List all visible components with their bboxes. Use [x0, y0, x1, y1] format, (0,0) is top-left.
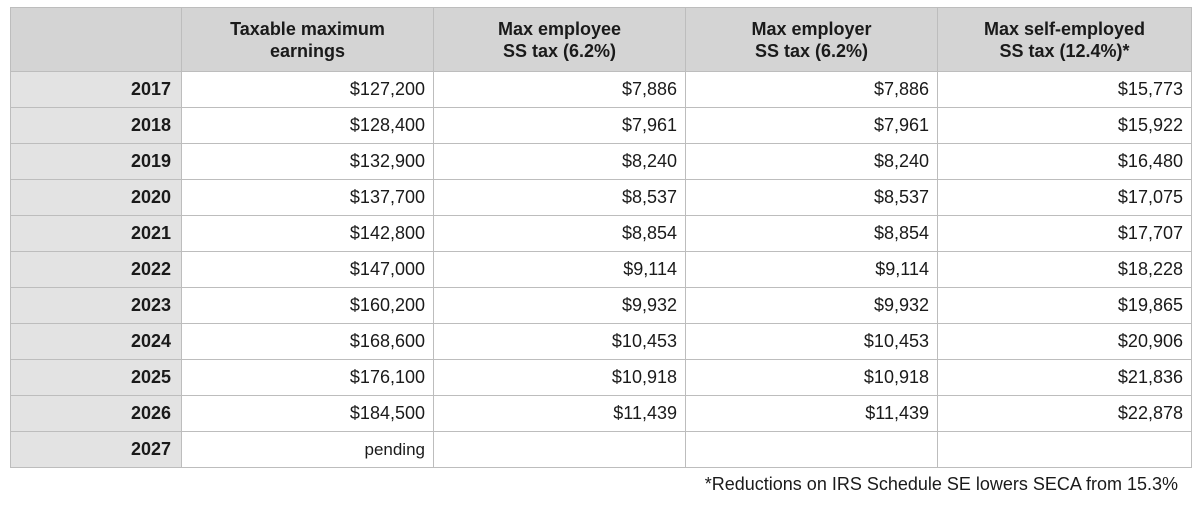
year-cell: 2021	[10, 215, 182, 252]
employee-tax-cell: $10,453	[433, 323, 686, 360]
employee-tax-cell: $11,439	[433, 395, 686, 432]
employee-tax-cell: $10,918	[433, 359, 686, 396]
self-employed-tax-cell: $17,075	[937, 179, 1192, 216]
table-row: 2022 $147,000 $9,114 $9,114 $18,228	[10, 251, 1192, 288]
employee-tax-cell: $7,961	[433, 107, 686, 144]
header-taxable-max: Taxable maximum earnings	[181, 7, 434, 72]
employee-tax-cell: $7,886	[433, 71, 686, 108]
self-employed-tax-cell: $22,878	[937, 395, 1192, 432]
taxable-max-cell: $160,200	[181, 287, 434, 324]
year-cell: 2027	[10, 431, 182, 468]
taxable-max-cell: $132,900	[181, 143, 434, 180]
self-employed-tax-cell: $16,480	[937, 143, 1192, 180]
year-cell: 2019	[10, 143, 182, 180]
taxable-max-cell: $128,400	[181, 107, 434, 144]
taxable-max-cell: pending	[181, 431, 434, 468]
header-line-1: Max employer	[751, 18, 872, 39]
self-employed-tax-cell	[937, 431, 1192, 468]
year-cell: 2017	[10, 71, 182, 108]
header-corner-cell	[10, 7, 182, 72]
taxable-max-cell: $147,000	[181, 251, 434, 288]
taxable-max-cell: $142,800	[181, 215, 434, 252]
table-row: 2019 $132,900 $8,240 $8,240 $16,480	[10, 143, 1192, 180]
employee-tax-cell: $8,537	[433, 179, 686, 216]
table-row: 2024 $168,600 $10,453 $10,453 $20,906	[10, 323, 1192, 360]
employee-tax-cell: $9,114	[433, 251, 686, 288]
footnote: *Reductions on IRS Schedule SE lowers SE…	[704, 474, 1178, 494]
table-row: 2017 $127,200 $7,886 $7,886 $15,773	[10, 71, 1192, 108]
employer-tax-cell: $8,537	[685, 179, 938, 216]
year-cell: 2026	[10, 395, 182, 432]
taxable-max-cell: $127,200	[181, 71, 434, 108]
year-cell: 2020	[10, 179, 182, 216]
employer-tax-cell: $10,918	[685, 359, 938, 396]
employer-tax-cell	[685, 431, 938, 468]
header-max-self-employed: Max self-employed SS tax (12.4%)*	[937, 7, 1192, 72]
self-employed-tax-cell: $20,906	[937, 323, 1192, 360]
employer-tax-cell: $7,961	[685, 107, 938, 144]
header-line-2: SS tax (6.2%)	[754, 40, 869, 61]
year-cell: 2025	[10, 359, 182, 396]
self-employed-tax-cell: $18,228	[937, 251, 1192, 288]
employee-tax-cell: $8,854	[433, 215, 686, 252]
year-cell: 2018	[10, 107, 182, 144]
employer-tax-cell: $8,240	[685, 143, 938, 180]
table-row: 2020 $137,700 $8,537 $8,537 $17,075	[10, 179, 1192, 216]
table-row: 2026 $184,500 $11,439 $11,439 $22,878	[10, 395, 1192, 432]
header-line-1: Max self-employed	[983, 18, 1146, 39]
table-row: 2021 $142,800 $8,854 $8,854 $17,707	[10, 215, 1192, 252]
employer-tax-cell: $9,932	[685, 287, 938, 324]
ss-tax-table: Taxable maximum earnings Max employee SS…	[10, 7, 1192, 468]
year-cell: 2023	[10, 287, 182, 324]
header-line-2: SS tax (6.2%)	[502, 40, 617, 61]
self-employed-tax-cell: $15,922	[937, 107, 1192, 144]
self-employed-tax-cell: $15,773	[937, 71, 1192, 108]
taxable-max-cell: $176,100	[181, 359, 434, 396]
taxable-max-cell: $168,600	[181, 323, 434, 360]
employer-tax-cell: $9,114	[685, 251, 938, 288]
employee-tax-cell: $9,932	[433, 287, 686, 324]
self-employed-tax-cell: $17,707	[937, 215, 1192, 252]
self-employed-tax-cell: $21,836	[937, 359, 1192, 396]
header-max-employer: Max employer SS tax (6.2%)	[685, 7, 938, 72]
employee-tax-cell: $8,240	[433, 143, 686, 180]
header-row: Taxable maximum earnings Max employee SS…	[10, 7, 1192, 72]
employer-tax-cell: $10,453	[685, 323, 938, 360]
employer-tax-cell: $11,439	[685, 395, 938, 432]
header-line-2: SS tax (12.4%)*	[999, 40, 1130, 61]
employer-tax-cell: $8,854	[685, 215, 938, 252]
table-row: 2023 $160,200 $9,932 $9,932 $19,865	[10, 287, 1192, 324]
header-line-2: earnings	[269, 40, 346, 61]
header-max-employee: Max employee SS tax (6.2%)	[433, 7, 686, 72]
year-cell: 2022	[10, 251, 182, 288]
table-row: 2025 $176,100 $10,918 $10,918 $21,836	[10, 359, 1192, 396]
year-cell: 2024	[10, 323, 182, 360]
header-line-1: Taxable maximum	[230, 18, 385, 39]
header-line-1: Max employee	[497, 18, 622, 39]
employer-tax-cell: $7,886	[685, 71, 938, 108]
table-row: 2027 pending	[10, 431, 1192, 468]
employee-tax-cell	[433, 431, 686, 468]
taxable-max-cell: $137,700	[181, 179, 434, 216]
table-row: 2018 $128,400 $7,961 $7,961 $15,922	[10, 107, 1192, 144]
self-employed-tax-cell: $19,865	[937, 287, 1192, 324]
taxable-max-cell: $184,500	[181, 395, 434, 432]
